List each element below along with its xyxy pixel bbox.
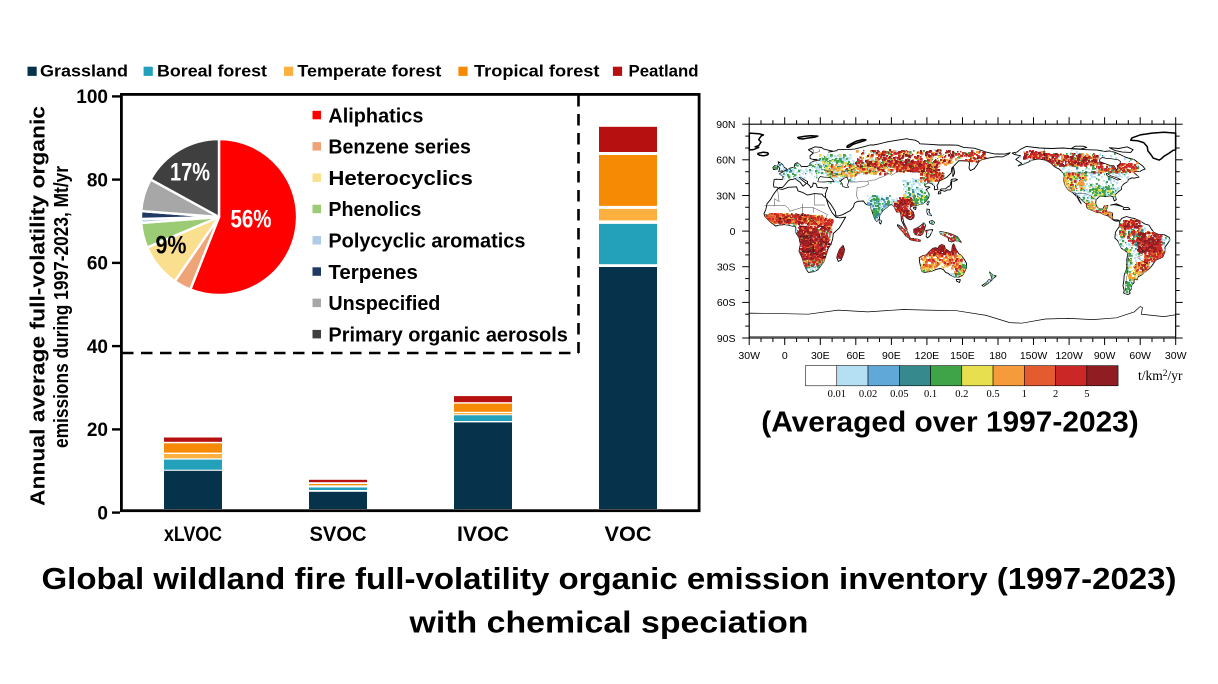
svg-text:90W: 90W — [1094, 350, 1116, 362]
svg-text:0: 0 — [730, 226, 736, 238]
svg-text:40: 40 — [87, 337, 108, 358]
svg-text:SVOC: SVOC — [310, 523, 367, 546]
svg-text:2: 2 — [1053, 389, 1058, 400]
svg-text:t/km2/yr: t/km2/yr — [1138, 368, 1183, 383]
svg-text:60N: 60N — [716, 155, 735, 167]
svg-text:80: 80 — [87, 170, 108, 191]
svg-text:180: 180 — [989, 350, 1007, 362]
svg-text:0.01: 0.01 — [828, 389, 846, 400]
svg-text:30W: 30W — [738, 350, 760, 362]
svg-text:Temperate forest: Temperate forest — [297, 61, 441, 80]
svg-text:60E: 60E — [846, 350, 865, 362]
svg-text:56%: 56% — [231, 206, 272, 234]
svg-text:Boreal forest: Boreal forest — [157, 61, 267, 80]
svg-text:Global wildland fire full-vola: Global wildland fire full-volatility org… — [42, 561, 1177, 596]
svg-text:Unspecified: Unspecified — [328, 292, 440, 315]
svg-text:0.5: 0.5 — [986, 389, 999, 400]
svg-text:20: 20 — [87, 420, 108, 441]
svg-text:Heterocyclics: Heterocyclics — [328, 167, 473, 190]
svg-text:120W: 120W — [1055, 350, 1083, 362]
svg-text:0.2: 0.2 — [955, 389, 968, 400]
svg-text:60W: 60W — [1129, 350, 1151, 362]
svg-text:100: 100 — [76, 87, 108, 108]
svg-text:90S: 90S — [717, 333, 736, 345]
svg-text:0.1: 0.1 — [924, 389, 937, 400]
svg-text:5: 5 — [1084, 389, 1089, 400]
svg-text:Benzene series: Benzene series — [328, 136, 471, 159]
svg-text:with chemical speciation: with chemical speciation — [408, 605, 808, 640]
svg-text:30N: 30N — [716, 190, 735, 202]
svg-text:90N: 90N — [716, 119, 735, 131]
svg-text:30S: 30S — [717, 262, 736, 274]
svg-text:9%: 9% — [156, 232, 187, 260]
svg-text:Grassland: Grassland — [40, 61, 128, 80]
svg-text:0: 0 — [782, 350, 788, 362]
svg-text:60S: 60S — [717, 297, 736, 309]
svg-text:(Averaged over 1997-2023): (Averaged over 1997-2023) — [761, 407, 1139, 439]
svg-text:60: 60 — [87, 254, 108, 275]
svg-text:Primary organic aerosols: Primary organic aerosols — [328, 323, 568, 346]
svg-text:VOC: VOC — [605, 523, 652, 546]
svg-text:Peatland: Peatland — [629, 61, 699, 80]
svg-text:120E: 120E — [915, 350, 940, 362]
svg-text:Polycyclic aromatics: Polycyclic aromatics — [328, 230, 525, 253]
svg-text:IVOC: IVOC — [457, 523, 509, 546]
svg-text:30W: 30W — [1165, 350, 1187, 362]
svg-text:Annual average full-volatility: Annual average full-volatility organic — [28, 106, 50, 506]
svg-text:Terpenes: Terpenes — [328, 261, 418, 284]
svg-text:Phenolics: Phenolics — [328, 198, 421, 221]
svg-text:Aliphatics: Aliphatics — [328, 104, 423, 127]
svg-text:0.05: 0.05 — [890, 389, 908, 400]
svg-text:150E: 150E — [950, 350, 975, 362]
svg-text:0.02: 0.02 — [859, 389, 877, 400]
svg-text:0: 0 — [97, 503, 108, 524]
svg-text:Tropical forest: Tropical forest — [474, 61, 600, 80]
svg-text:90E: 90E — [882, 350, 901, 362]
svg-text:30E: 30E — [811, 350, 830, 362]
svg-text:1: 1 — [1022, 389, 1027, 400]
svg-text:emissions during 1997-2023, Mt: emissions during 1997-2023, Mt/yr — [51, 166, 73, 448]
svg-text:150W: 150W — [1020, 350, 1048, 362]
svg-text:17%: 17% — [170, 159, 210, 187]
svg-text:xLVOC: xLVOC — [164, 523, 222, 546]
